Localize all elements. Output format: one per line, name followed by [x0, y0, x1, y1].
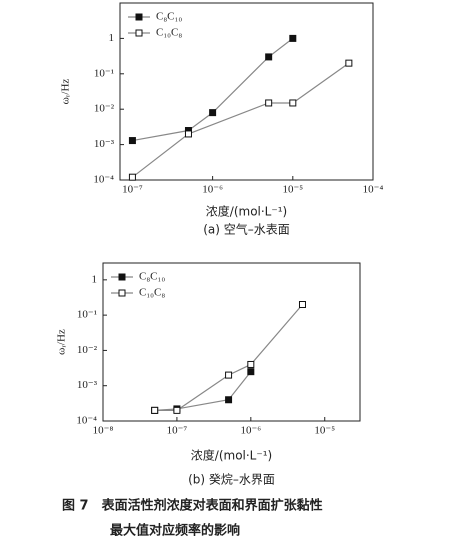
legend-marker	[135, 13, 143, 21]
marker	[265, 53, 273, 61]
legend-label: C₈C₁₀	[139, 271, 165, 283]
plot-frame	[119, 2, 374, 181]
legend-label: C₁₀C₈	[139, 287, 165, 299]
y-tick-label: 10⁻¹	[77, 309, 97, 321]
legend-marker	[118, 273, 126, 281]
marker	[289, 99, 297, 107]
x-tick-label: 10⁻⁵	[282, 184, 303, 196]
marker	[209, 109, 217, 117]
x-tick-label: 10⁻⁷	[167, 425, 188, 437]
legend-marker	[118, 289, 126, 297]
y-tick-label: 10⁻³	[94, 138, 115, 150]
x-tick-label: 10⁻⁴	[363, 184, 384, 196]
legend-label: C₈C₁₀	[156, 11, 182, 23]
legend-marker	[135, 29, 143, 37]
marker	[173, 406, 181, 414]
plot-frame	[102, 262, 361, 422]
y-tick-label: 10⁻⁴	[76, 415, 97, 427]
chart-caption: (a) 空气–水表面	[203, 222, 290, 237]
x-axis-label: 浓度/(mol·L⁻¹)	[191, 448, 272, 463]
x-axis-label: 浓度/(mol·L⁻¹)	[206, 204, 287, 219]
y-tick-label: 1	[109, 32, 115, 44]
marker	[247, 360, 255, 368]
chart-caption: (b) 癸烷–水界面	[188, 473, 275, 487]
series-line	[154, 304, 303, 411]
series-line	[132, 62, 350, 178]
marker	[151, 406, 159, 414]
marker	[345, 59, 353, 67]
y-tick-label: 10⁻⁴	[93, 174, 114, 186]
y-tick-label: 10⁻³	[77, 379, 98, 391]
marker	[225, 371, 233, 379]
marker	[184, 130, 192, 138]
y-tick-label: 10⁻²	[94, 103, 115, 115]
y-tick-label: 10⁻¹	[94, 67, 114, 79]
series-line	[154, 371, 252, 411]
y-axis-label: ωᵣ/Hz	[60, 79, 72, 105]
figure-caption: 最大值对应频率的影响	[110, 523, 240, 539]
y-tick-label: 10⁻²	[77, 344, 98, 356]
marker	[298, 301, 306, 309]
marker	[225, 396, 233, 404]
marker	[128, 137, 136, 145]
legend-label: C₁₀C₈	[156, 27, 182, 39]
y-axis-label: ωᵣ/Hz	[56, 329, 68, 355]
y-tick-label: 1	[92, 273, 98, 285]
x-tick-label: 10⁻⁵	[314, 425, 335, 437]
marker	[128, 173, 136, 181]
marker	[265, 99, 273, 107]
figure-caption: 图 7 表面活性剂浓度对表面和界面扩张黏性	[62, 498, 323, 514]
x-tick-label: 10⁻⁶	[240, 425, 261, 437]
marker	[247, 368, 255, 376]
x-tick-label: 10⁻⁸	[93, 425, 114, 437]
marker	[289, 34, 297, 42]
x-tick-label: 10⁻⁶	[202, 184, 223, 196]
x-tick-label: 10⁻⁷	[122, 184, 143, 196]
